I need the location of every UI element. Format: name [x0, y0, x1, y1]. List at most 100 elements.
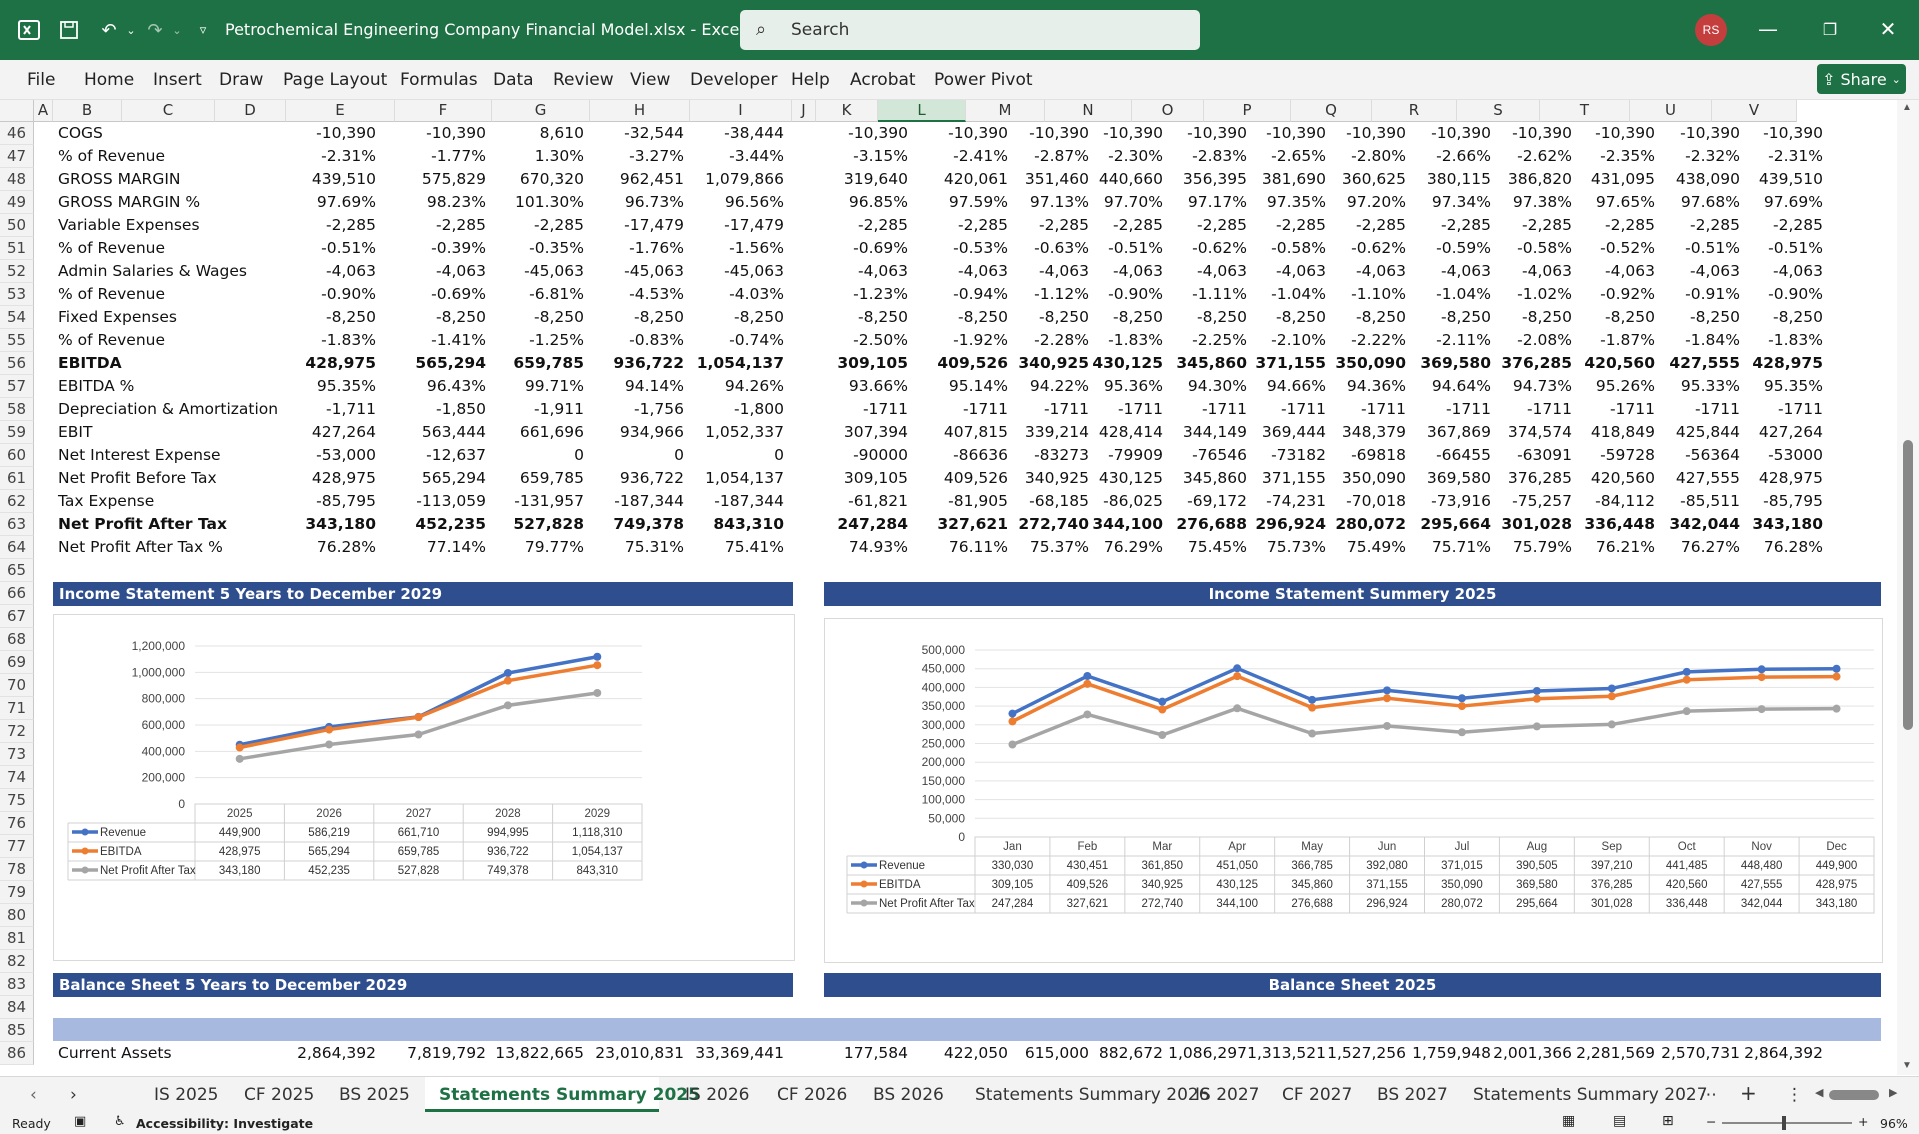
tab-is-2026[interactable]: IS 2026 — [685, 1085, 750, 1105]
cell-value[interactable]: -69,172 — [1187, 492, 1247, 510]
cell-value[interactable]: -8,250 — [1690, 308, 1740, 326]
cell-value[interactable]: 1,313,521 — [1247, 1044, 1326, 1062]
cell-value[interactable]: -2.30% — [1108, 147, 1163, 165]
cell-value[interactable]: -8,250 — [1773, 308, 1823, 326]
cell-value[interactable]: 94.64% — [1431, 377, 1491, 395]
cell-value[interactable]: 97.34% — [1431, 193, 1491, 211]
column-header-k[interactable]: K — [816, 100, 878, 122]
cell-value[interactable]: 369,580 — [1420, 354, 1491, 372]
data-point[interactable] — [414, 713, 423, 722]
undo-icon[interactable]: ↶ — [101, 19, 117, 41]
avatar[interactable]: RS — [1695, 14, 1727, 46]
cell-value[interactable]: 427,264 — [1758, 423, 1823, 441]
cell-value[interactable]: -2,285 — [958, 216, 1008, 234]
tab-is-2025[interactable]: IS 2025 — [154, 1085, 219, 1105]
cell-value[interactable]: 575,829 — [421, 170, 486, 188]
cell-value[interactable]: 371,155 — [1255, 354, 1326, 372]
cell-value[interactable]: 1,079,866 — [705, 170, 784, 188]
data-point[interactable] — [1682, 667, 1691, 676]
row-header[interactable]: 75 — [0, 789, 34, 812]
cell-value[interactable]: -0.58% — [1517, 239, 1572, 257]
row-label[interactable]: EBITDA — [58, 354, 122, 372]
cell-value[interactable]: -1.92% — [953, 331, 1008, 349]
cell-value[interactable]: -4,063 — [1276, 262, 1326, 280]
cell-value[interactable]: -2,285 — [1113, 216, 1163, 234]
cell-value[interactable]: -1.76% — [629, 239, 684, 257]
cell-value[interactable]: 661,696 — [519, 423, 584, 441]
series-line-revenue[interactable] — [1011, 666, 1837, 716]
column-header-a[interactable]: A — [34, 100, 53, 122]
row-label[interactable]: Current Assets — [58, 1044, 172, 1062]
cell-value[interactable]: -10,390 — [1266, 124, 1326, 142]
cell-value[interactable]: 97.69% — [316, 193, 376, 211]
cell-value[interactable]: -56364 — [1685, 446, 1740, 464]
cell-value[interactable]: 247,284 — [837, 515, 908, 533]
column-header-u[interactable]: U — [1630, 100, 1712, 122]
cell-value[interactable]: -2.50% — [853, 331, 908, 349]
cell-value[interactable]: -10,390 — [1512, 124, 1572, 142]
cell-value[interactable]: 428,975 — [305, 354, 376, 372]
cell-value[interactable]: 882,672 — [1098, 1044, 1163, 1062]
cell-value[interactable]: -2.80% — [1351, 147, 1406, 165]
row-header[interactable]: 85 — [0, 1019, 34, 1042]
row-label[interactable]: % of Revenue — [58, 285, 166, 303]
cell-value[interactable]: 565,294 — [421, 469, 486, 487]
row-label[interactable]: GROSS MARGIN — [58, 170, 181, 188]
cell-value[interactable]: 97.65% — [1595, 193, 1655, 211]
cell-value[interactable]: -8,250 — [1039, 308, 1089, 326]
cell-value[interactable]: -1711 — [862, 400, 908, 418]
cell-value[interactable]: -2,285 — [1276, 216, 1326, 234]
cell-value[interactable]: -4,063 — [1113, 262, 1163, 280]
cell-value[interactable]: -3.15% — [853, 147, 908, 165]
cell-value[interactable]: 97.69% — [1763, 193, 1823, 211]
cell-value[interactable]: -1711 — [1201, 400, 1247, 418]
cell-value[interactable]: -79909 — [1108, 446, 1163, 464]
row-header[interactable]: 57 — [0, 375, 34, 398]
cell-value[interactable]: -4,063 — [1605, 262, 1655, 280]
cell-value[interactable]: -8,250 — [1441, 308, 1491, 326]
cell-value[interactable]: 376,285 — [1507, 469, 1572, 487]
cell-value[interactable]: -1.02% — [1517, 285, 1572, 303]
cell-value[interactable]: -1711 — [1609, 400, 1655, 418]
cell-value[interactable]: 97.38% — [1512, 193, 1572, 211]
cell-value[interactable]: 345,860 — [1176, 354, 1247, 372]
cell-value[interactable]: -10,390 — [316, 124, 376, 142]
cell-value[interactable]: -0.69% — [431, 285, 486, 303]
cell-value[interactable]: -74,231 — [1266, 492, 1326, 510]
series-line-ebitda[interactable] — [1011, 674, 1837, 723]
cell-value[interactable]: -8,250 — [1522, 308, 1572, 326]
row-label[interactable]: Net Interest Expense — [58, 446, 221, 464]
data-point[interactable] — [503, 676, 512, 685]
cell-value[interactable]: -1.23% — [853, 285, 908, 303]
cell-value[interactable]: -10,390 — [1431, 124, 1491, 142]
cell-value[interactable]: 75.31% — [624, 538, 684, 556]
cell-value[interactable]: -10,390 — [1763, 124, 1823, 142]
column-header-l[interactable]: L — [878, 100, 966, 122]
column-header-c[interactable]: C — [122, 100, 215, 122]
cell-value[interactable]: 431,095 — [1590, 170, 1655, 188]
cell-value[interactable]: -73182 — [1271, 446, 1326, 464]
cell-value[interactable]: 94.26% — [724, 377, 784, 395]
redo-icon[interactable]: ↷ — [147, 19, 163, 41]
cell-value[interactable]: -8,250 — [858, 308, 908, 326]
row-label[interactable]: Variable Expenses — [58, 216, 200, 234]
row-header[interactable]: 72 — [0, 720, 34, 743]
cell-value[interactable]: -2.62% — [1517, 147, 1572, 165]
data-point[interactable] — [1532, 686, 1541, 695]
row-header[interactable]: 54 — [0, 306, 34, 329]
cell-value[interactable]: 272,740 — [1018, 515, 1089, 533]
data-point[interactable] — [1158, 697, 1167, 706]
cell-value[interactable]: -3.44% — [729, 147, 784, 165]
cell-value[interactable]: 430,125 — [1092, 354, 1163, 372]
column-header-p[interactable]: P — [1204, 100, 1291, 122]
data-point[interactable] — [1757, 665, 1766, 674]
row-header[interactable]: 80 — [0, 904, 34, 927]
cell-value[interactable]: -1,756 — [634, 400, 684, 418]
cell-value[interactable]: -0.51% — [1108, 239, 1163, 257]
cell-value[interactable]: 280,072 — [1335, 515, 1406, 533]
cell-value[interactable]: 319,640 — [843, 170, 908, 188]
cell-value[interactable]: -2,285 — [1605, 216, 1655, 234]
row-header[interactable]: 58 — [0, 398, 34, 421]
cell-value[interactable]: -1.10% — [1351, 285, 1406, 303]
cell-value[interactable]: -10,390 — [1103, 124, 1163, 142]
